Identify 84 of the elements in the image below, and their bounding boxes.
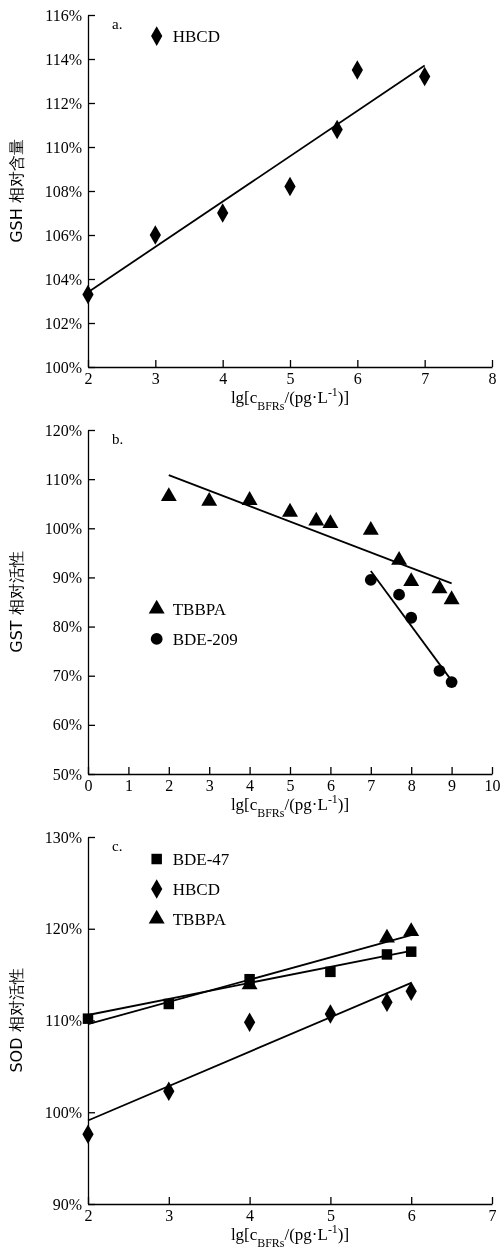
point	[391, 551, 408, 565]
y-tick-label: 120%	[44, 920, 82, 938]
point	[405, 611, 418, 624]
x-tick-label: 4	[219, 370, 228, 388]
x-tick-label: 2	[84, 1207, 93, 1225]
point	[244, 973, 255, 985]
point	[378, 928, 395, 943]
y-tick-label: 110%	[45, 470, 82, 488]
x-axis-title: lg[c$_{BFRs}$/(pg·L$^{-1}$)]	[230, 385, 350, 413]
x-tick-label: 5	[326, 1207, 335, 1225]
x-tick-label: 7	[367, 777, 376, 795]
point	[282, 502, 298, 517]
y-tick-label: 130%	[44, 828, 82, 846]
point	[381, 949, 393, 960]
legend-label: HBCD	[172, 880, 220, 900]
legend-label: TBBPA	[172, 910, 227, 930]
legend-label: HBCD	[172, 27, 220, 47]
x-tick-label: 3	[165, 1207, 174, 1225]
point	[201, 492, 218, 506]
point	[403, 572, 420, 586]
y-tick-label: 108%	[44, 182, 82, 200]
x-tick-label: 2	[84, 370, 93, 388]
point	[403, 922, 420, 937]
chart-title: c.	[112, 838, 123, 854]
point	[160, 487, 177, 501]
y-tick-label: 80%	[52, 618, 82, 636]
x-tick-label: 3	[205, 777, 214, 795]
y-tick-label: 110%	[45, 1012, 82, 1030]
legend-label: BDE-209	[172, 629, 238, 649]
point	[393, 588, 405, 601]
y-tick-label: 114%	[45, 50, 82, 68]
y-axis-title: GSH 相对含量	[7, 139, 26, 243]
point	[362, 521, 379, 535]
x-tick-label: 0	[84, 777, 93, 795]
x-tick-label: 7	[488, 1207, 497, 1225]
x-tick-label: 9	[448, 777, 457, 795]
y-tick-label: 102%	[44, 314, 82, 332]
y-tick-label: 100%	[44, 358, 82, 376]
y-axis-title: SOD 相对活性	[7, 968, 26, 1073]
y-tick-label: 50%	[52, 765, 82, 783]
point	[241, 491, 258, 505]
x-tick-label: 6	[326, 777, 335, 795]
x-tick-label: 6	[353, 370, 362, 388]
point	[445, 676, 458, 689]
x-tick-label: 5	[286, 370, 295, 388]
point	[443, 590, 460, 605]
y-tick-label: 104%	[44, 270, 82, 288]
x-tick-label: 8	[488, 370, 497, 388]
y-tick-label: 112%	[45, 94, 82, 112]
x-axis-title: lg[c$_{BFRs}$/(pg·L$^{-1}$)]	[230, 1222, 350, 1250]
point	[431, 579, 448, 594]
x-tick-label: 4	[246, 777, 255, 795]
chart-title: a.	[112, 16, 123, 32]
y-tick-label: 116%	[45, 6, 82, 24]
x-tick-label: 10	[484, 777, 501, 795]
y-tick-label: 90%	[52, 1195, 82, 1213]
legend-label: BDE-47	[172, 850, 230, 870]
x-tick-label: 8	[407, 777, 416, 795]
y-tick-label: 120%	[44, 421, 82, 439]
chart-title: b.	[112, 431, 124, 447]
x-tick-label: 3	[151, 370, 160, 388]
y-tick-label: 70%	[52, 667, 82, 685]
x-tick-label: 2	[165, 777, 174, 795]
legend-label: TBBPA	[172, 599, 227, 619]
x-tick-label: 1	[124, 777, 133, 795]
point	[433, 664, 446, 677]
x-tick-label: 4	[246, 1207, 255, 1225]
y-tick-label: 100%	[44, 519, 82, 537]
x-tick-label: 6	[407, 1207, 416, 1225]
x-axis-title: lg[c$_{BFRs}$/(pg·L$^{-1}$)]	[230, 792, 350, 820]
point	[308, 511, 325, 526]
y-tick-label: 60%	[52, 716, 82, 734]
point	[163, 998, 175, 1010]
x-tick-label: 5	[286, 777, 295, 795]
y-tick-label: 106%	[44, 226, 82, 244]
y-tick-label: 110%	[45, 138, 82, 156]
x-tick-label: 7	[421, 370, 430, 388]
y-tick-label: 100%	[44, 1103, 82, 1121]
y-axis-title: GST 相对活性	[7, 551, 26, 653]
point	[405, 946, 417, 957]
y-tick-label: 90%	[52, 569, 82, 587]
point	[322, 514, 339, 528]
point	[364, 573, 377, 586]
point	[325, 966, 336, 978]
